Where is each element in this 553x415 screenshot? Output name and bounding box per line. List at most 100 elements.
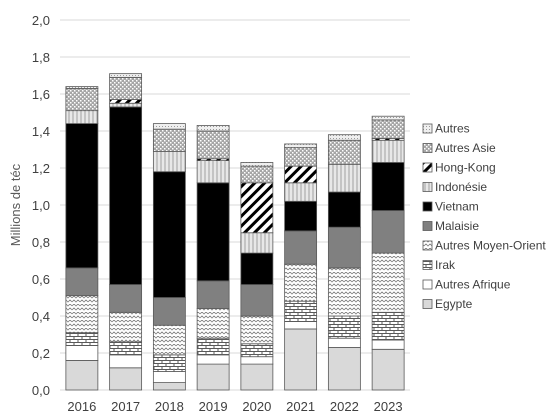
- bar-segment: [240, 343, 274, 358]
- bar-segment: [240, 162, 274, 167]
- bar-segment: [196, 280, 230, 310]
- x-tick-label: 2020: [242, 399, 271, 414]
- bar-segment: [240, 356, 274, 365]
- legend-label: Autres Afrique: [435, 278, 511, 292]
- bar-segment: [152, 123, 186, 130]
- bar-segment: [284, 263, 318, 302]
- bar-segment: [371, 210, 405, 254]
- x-tick-label: 2021: [286, 399, 315, 414]
- bar-segment: [65, 332, 99, 346]
- bar-segment: [65, 88, 99, 112]
- bar-segment: [109, 106, 143, 285]
- bar-segment: [327, 347, 361, 391]
- legend-label: Indonésie: [435, 180, 487, 194]
- bar-segment: [196, 354, 230, 365]
- bar-segment: [109, 311, 143, 343]
- bar-segment: [152, 297, 186, 326]
- bar-segment: [196, 125, 230, 132]
- legend-swatch: [422, 143, 433, 153]
- legend-label: Irak: [435, 258, 456, 272]
- x-tick-label: 2022: [330, 399, 359, 414]
- bar-segment: [327, 267, 361, 317]
- bar-segment: [65, 359, 99, 391]
- x-tick-label: 2018: [155, 399, 184, 414]
- bar-segment: [371, 162, 405, 211]
- legend-swatch: [422, 182, 433, 192]
- x-tick-label: 2016: [67, 399, 96, 414]
- bar-segment: [152, 354, 186, 372]
- legend: Autres Autres Asie Hong-Kong Indonésie Vietn…: [422, 122, 546, 311]
- legend-label: Autres: [435, 122, 470, 136]
- bar-segment: [109, 367, 143, 391]
- x-tick-label: 2017: [111, 399, 140, 414]
- bar-segment: [240, 284, 274, 317]
- y-tick-label: 1,2: [32, 161, 50, 176]
- bar-segment: [152, 128, 186, 152]
- bar-segment: [196, 130, 230, 160]
- bar-segment: [327, 134, 361, 141]
- bar-segment: [240, 315, 274, 345]
- bar-segment: [284, 300, 318, 322]
- y-tick-label: 1,8: [32, 50, 50, 65]
- bar-segment: [240, 165, 274, 184]
- legend-swatch: [422, 299, 433, 309]
- y-axis-title: Millions de téc: [8, 163, 23, 246]
- y-tick-label: 1,0: [32, 198, 50, 213]
- bar-segment: [109, 102, 143, 108]
- bar-segment: [152, 171, 186, 298]
- bar-segment: [109, 76, 143, 100]
- bar-segment: [284, 165, 318, 184]
- bar-segment: [371, 339, 405, 350]
- bar-segment: [327, 191, 361, 228]
- x-tick-label: 2019: [199, 399, 228, 414]
- bar-segment: [152, 382, 186, 391]
- y-axis-tick-labels: 0,0 0,2 0,4 0,6 0,8 1,0 1,2 1,4 1,6 1,8 2,0: [32, 13, 50, 398]
- bar-segment: [284, 182, 318, 202]
- bar-segment: [371, 348, 405, 391]
- legend-label: Vietnam: [435, 200, 479, 214]
- bar-segment: [196, 182, 230, 282]
- bar-segment: [284, 328, 318, 391]
- y-tick-label: 0,0: [32, 383, 50, 398]
- bar-segment: [65, 345, 99, 361]
- legend-label: Egypte: [435, 297, 473, 311]
- bar-segment: [327, 139, 361, 165]
- bar-segment: [284, 200, 318, 232]
- bar-segment: [240, 252, 274, 285]
- bar-segment: [196, 308, 230, 339]
- bar-segment: [152, 150, 186, 173]
- bar-segment: [152, 324, 186, 356]
- bar-segment: [284, 147, 318, 167]
- bar-segment: [371, 311, 405, 341]
- bar-segment: [240, 232, 274, 254]
- bar-segment: [196, 160, 230, 184]
- bar-segment: [327, 315, 361, 339]
- legend-label: Malaisie: [435, 219, 479, 233]
- bar-segment: [196, 337, 230, 356]
- bar-segment: [109, 341, 143, 356]
- legend-swatch: [422, 162, 433, 173]
- x-axis-tick-labels: 2016 2017 2018 2019 2020 2021 2022 2023: [67, 399, 402, 414]
- legend-label: Hong-Kong: [435, 161, 496, 175]
- bar-segment: [109, 99, 143, 104]
- bar-segment: [65, 295, 99, 334]
- bar-segment: [371, 139, 405, 163]
- legend-swatch: [422, 279, 433, 290]
- bar-segment: [109, 284, 143, 313]
- bar-segment: [371, 115, 405, 121]
- bar-segment: [240, 182, 274, 234]
- bar-segment: [65, 86, 99, 89]
- bar-segment: [240, 363, 274, 391]
- bar-segment: [152, 371, 186, 384]
- bar-segment: [65, 267, 99, 297]
- bar-segment: [327, 337, 361, 348]
- bar-segment: [109, 354, 143, 369]
- bar-segment: [65, 110, 99, 125]
- x-tick-label: 2023: [374, 399, 403, 414]
- legend-label: Autres Asie: [435, 141, 496, 155]
- legend-swatch: [422, 221, 433, 231]
- legend-swatch: [422, 201, 433, 212]
- bar-segment: [196, 363, 230, 391]
